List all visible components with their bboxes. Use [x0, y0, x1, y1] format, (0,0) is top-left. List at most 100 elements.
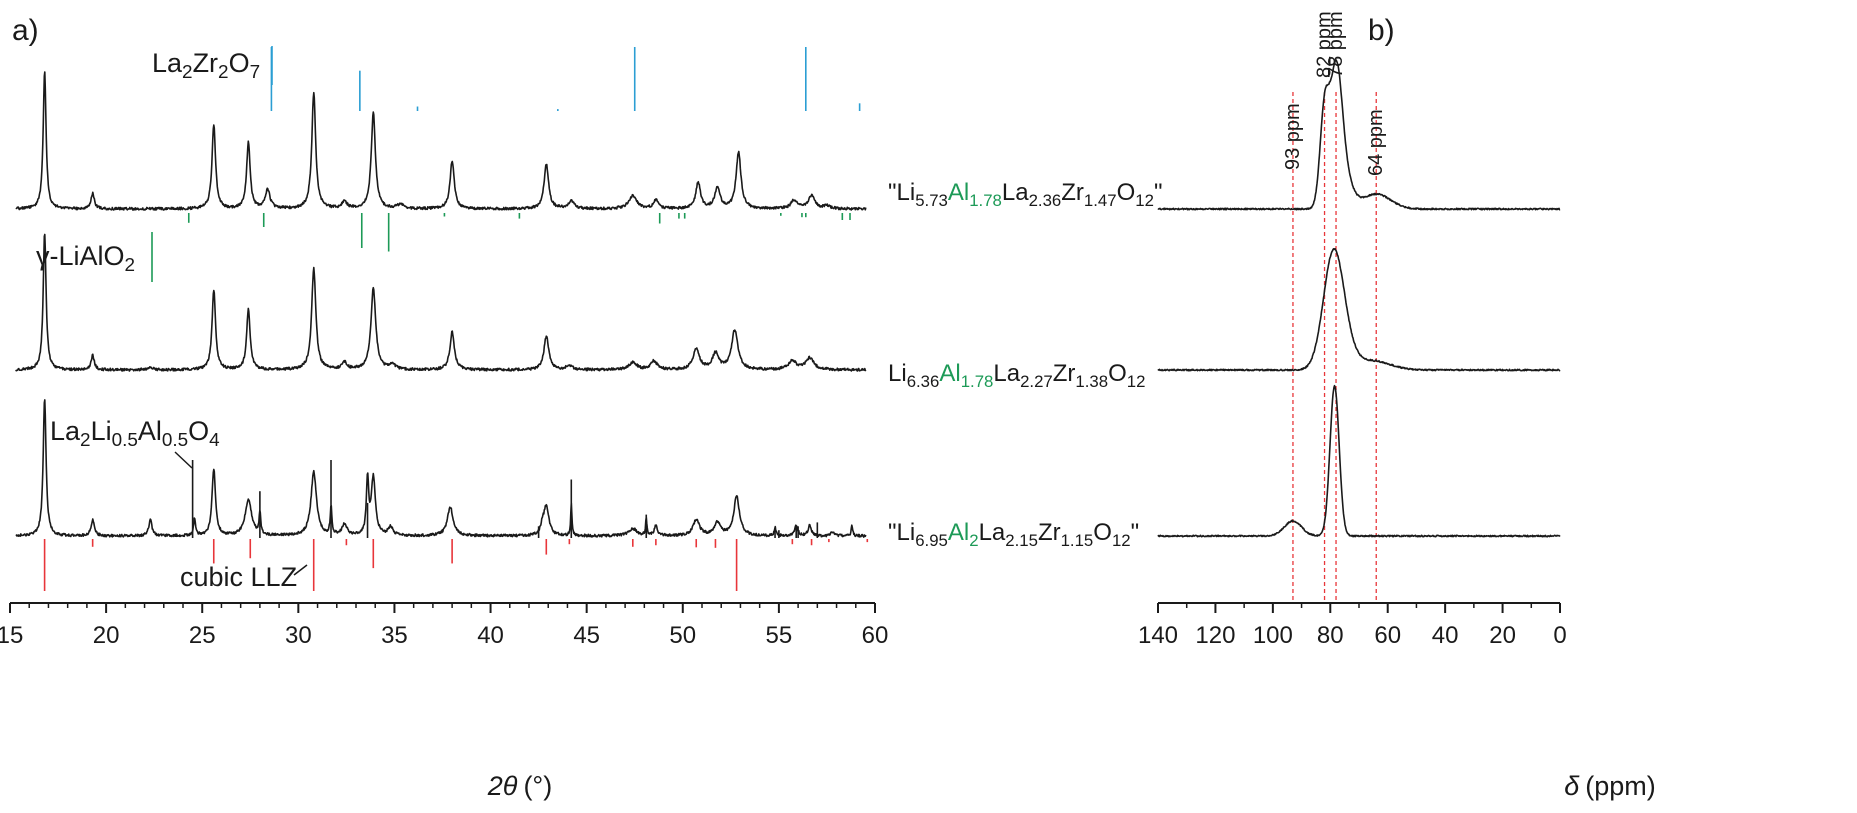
ref-label-la2li05al05o4-part: 0.5 — [112, 430, 138, 451]
b-spectra — [1157, 59, 1561, 538]
ref-label-la2zr2o7-part: Zr — [193, 48, 218, 78]
ref-label-la2li05al05o4-part: La — [50, 416, 81, 446]
a-tick-label: 45 — [573, 622, 600, 649]
b-tick-label: 120 — [1195, 622, 1235, 649]
b-tick-label: 100 — [1253, 622, 1293, 649]
pattern-3 — [15, 399, 867, 538]
sample-label-2-part: 2.27 — [1020, 372, 1053, 391]
a-tick-label: 60 — [862, 622, 889, 649]
sample-label-1-part: "Li — [888, 179, 915, 206]
nmr-spectrum-1 — [1157, 59, 1561, 211]
ref-label-cubic-llz: cubic LLZ — [180, 562, 297, 592]
sample-label-1-part: " — [1154, 179, 1163, 206]
ref-label-la2li05al05o4-part: 0.5 — [162, 430, 188, 451]
sample-label-1-part: Al — [948, 179, 969, 206]
sample-label-3-part: " — [1131, 519, 1140, 546]
ref-label-la2li05al05o4-part: 2 — [80, 430, 91, 451]
ref-label-la2zr2o7-part: La — [152, 48, 183, 78]
sample-label-3-part: La — [979, 519, 1006, 546]
ppm-label-64: 64 ppm — [1365, 109, 1387, 176]
sample-label-3-part: O — [1093, 519, 1112, 546]
a-reference-sticks — [43, 47, 869, 591]
a-tick-label: 20 — [93, 622, 120, 649]
sample-label-1: "Li5.73Al1.78La2.36Zr1.47O12" — [888, 179, 1162, 210]
b-x-axis-symbol: δ — [1564, 771, 1580, 801]
sample-label-2-part: Al — [939, 360, 960, 387]
a-labels: "Li5.73Al1.78La2.36Zr1.47O12"Li6.36Al1.7… — [36, 46, 1162, 592]
ref-label-lialo2-part: 2 — [125, 255, 136, 276]
sample-label-3-part: Zr — [1038, 519, 1061, 546]
ref-label-lialo2: γ-LiAlO2 — [36, 241, 135, 276]
b-x-axis: 140 120 100 80 60 40 20 0 — [1138, 602, 1567, 649]
sample-label-3-part: 1.15 — [1061, 531, 1094, 550]
pattern-2 — [15, 233, 867, 372]
sample-label-2-part: La — [993, 360, 1020, 387]
ppm-label-82: 82 ppm — [1314, 11, 1336, 78]
panel-a-label: a) — [12, 14, 39, 47]
ref-label-la2zr2o7-part: 2 — [218, 62, 229, 83]
sample-label-3-part: 2.15 — [1005, 531, 1038, 550]
a-tick-label: 40 — [477, 622, 504, 649]
sample-label-2-part: 6.36 — [907, 372, 940, 391]
panel-b-label: b) — [1368, 14, 1395, 47]
a-tick-label: 25 — [189, 622, 216, 649]
a-tick-label: 30 — [285, 622, 312, 649]
ref-label-la2li05al05o4-part: Al — [138, 416, 162, 446]
a-tick-label: 15 — [0, 622, 23, 649]
sample-label-2: Li6.36Al1.78La2.27Zr1.38O12 — [888, 360, 1145, 391]
sample-label-2-part: 12 — [1127, 372, 1146, 391]
b-tick-label: 40 — [1432, 622, 1459, 649]
sample-label-1-part: 1.78 — [969, 191, 1002, 210]
pattern-1 — [15, 71, 867, 211]
nmr-spectrum-3 — [1157, 384, 1561, 538]
sample-label-3-part: Al — [948, 519, 969, 546]
sample-label-2-part: 1.38 — [1075, 372, 1108, 391]
a-patterns — [15, 71, 867, 538]
sample-label-1-part: Zr — [1061, 179, 1084, 206]
a-x-axis-symbol: 2θ — [487, 771, 518, 801]
a-x-axis-title: 2θ (°) — [487, 771, 552, 801]
sample-label-1-part: 2.36 — [1029, 191, 1062, 210]
b-tick-label: 20 — [1489, 622, 1516, 649]
a-x-axis-unit: (°) — [523, 771, 552, 801]
sample-label-2-part: O — [1108, 360, 1127, 387]
sample-label-2-part: Li — [888, 360, 907, 387]
b-tick-label: 80 — [1317, 622, 1344, 649]
b-tick-label: 0 — [1553, 622, 1566, 649]
a-tick-label: 35 — [381, 622, 408, 649]
sample-label-1-part: 5.73 — [915, 191, 948, 210]
sample-label-1-part: 12 — [1135, 191, 1154, 210]
sample-label-1-part: O — [1117, 179, 1136, 206]
sample-label-2-part: Zr — [1053, 360, 1076, 387]
llz-leader-line — [293, 564, 308, 576]
sample-label-2-part: 1.78 — [961, 372, 994, 391]
a-tick-label: 50 — [669, 622, 696, 649]
b-x-axis-title: δ (ppm) — [1564, 771, 1656, 801]
ref-label-lialo2-part: γ-LiAlO — [36, 241, 125, 271]
ppm-label-78: 78 ppm — [1325, 11, 1347, 78]
sample-label-3-part: "Li — [888, 519, 915, 546]
panel-a: a) 15 20 25 30 35 40 45 50 55 60 2θ (°) "Li5.73Al1… — [0, 14, 1162, 801]
ref-label-la2li05al05o4-part: 4 — [209, 430, 220, 451]
sample-label-3-part: 6.95 — [915, 531, 948, 550]
ref-label-la2li05al05o4-part: Li — [91, 416, 112, 446]
ref-label-la2li05al05o4-part: O — [188, 416, 209, 446]
sample-label-3: "Li6.95Al2La2.15Zr1.15O12" — [888, 519, 1139, 550]
nmr-spectrum-2 — [1157, 247, 1561, 372]
sample-label-1-part: 1.47 — [1084, 191, 1117, 210]
la2li-leader-line — [174, 451, 193, 469]
ref-label-la2zr2o7-part: O — [229, 48, 250, 78]
sample-label-3-part: 12 — [1112, 531, 1131, 550]
b-tick-label: 140 — [1138, 622, 1178, 649]
b-tick-label: 60 — [1374, 622, 1401, 649]
sample-label-1-part: La — [1002, 179, 1029, 206]
a-tick-label: 55 — [766, 622, 793, 649]
ref-label-la2zr2o7-part: 2 — [182, 62, 193, 83]
sample-label-3-part: 2 — [969, 531, 978, 550]
ppm-label-93: 93 ppm — [1282, 103, 1304, 170]
a-x-axis: 15 20 25 30 35 40 45 50 55 60 — [0, 602, 889, 649]
ref-label-la2zr2o7: La2Zr2O7 — [152, 48, 260, 83]
